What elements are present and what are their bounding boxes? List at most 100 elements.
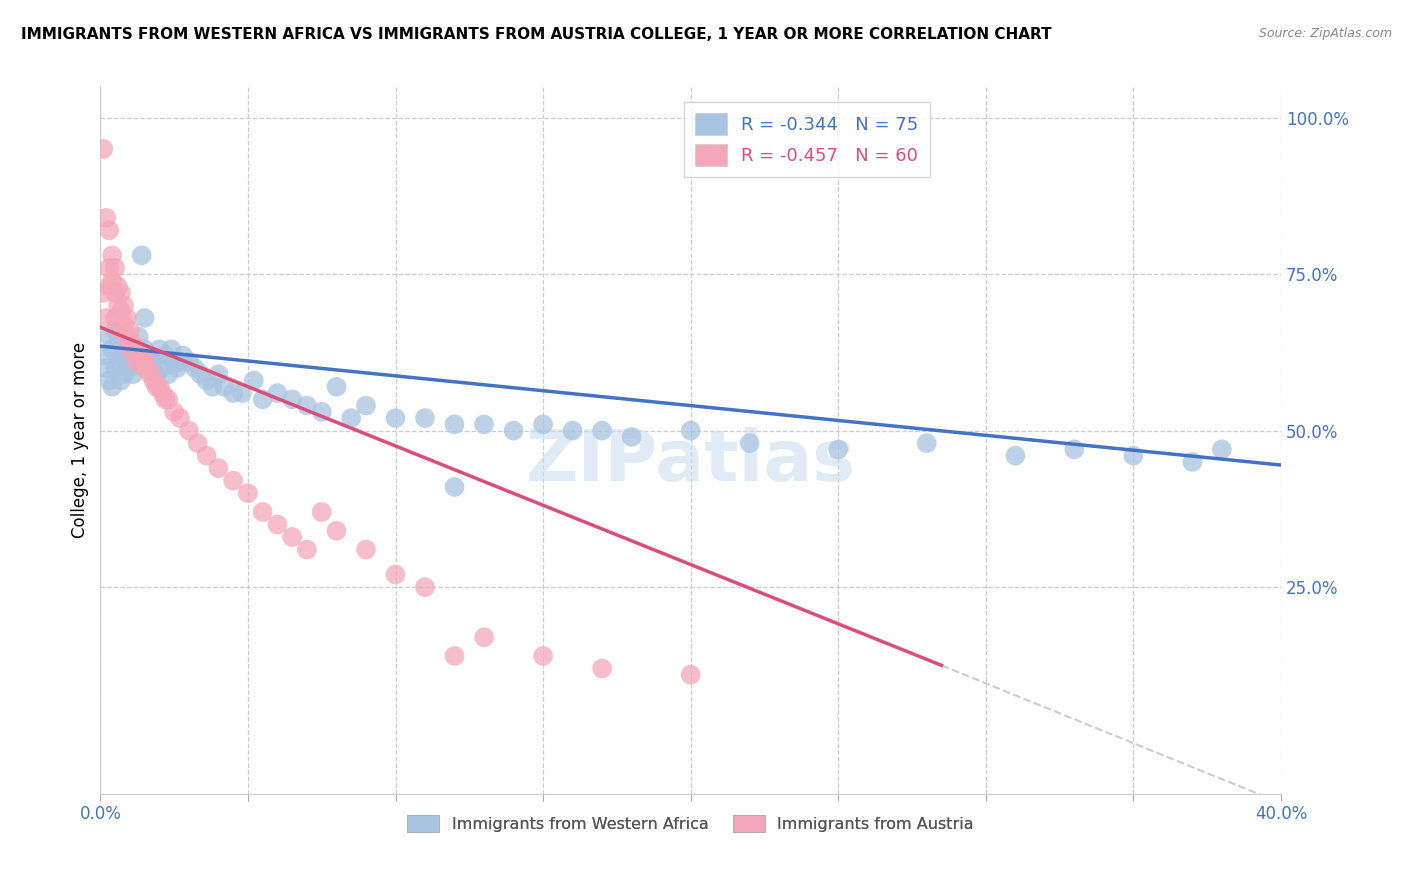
Point bbox=[131, 248, 153, 262]
Point bbox=[295, 542, 318, 557]
Point bbox=[236, 486, 259, 500]
Point bbox=[413, 580, 436, 594]
Point bbox=[134, 349, 156, 363]
Point bbox=[325, 380, 347, 394]
Point bbox=[112, 368, 135, 382]
Point bbox=[115, 330, 138, 344]
Point bbox=[207, 368, 229, 382]
Point bbox=[98, 223, 121, 237]
Point bbox=[98, 279, 121, 293]
Point bbox=[738, 436, 761, 450]
Point bbox=[172, 349, 194, 363]
Point bbox=[110, 304, 132, 318]
Point bbox=[142, 355, 165, 369]
Point bbox=[104, 285, 127, 300]
Point bbox=[163, 405, 186, 419]
Y-axis label: College, 1 year or more: College, 1 year or more bbox=[72, 342, 89, 538]
Point bbox=[112, 343, 135, 357]
Point bbox=[207, 461, 229, 475]
Point bbox=[214, 380, 236, 394]
Point bbox=[591, 424, 613, 438]
Point bbox=[101, 248, 124, 262]
Point bbox=[620, 430, 643, 444]
Point bbox=[163, 355, 186, 369]
Point bbox=[96, 361, 118, 376]
Point bbox=[679, 424, 702, 438]
Point bbox=[354, 399, 377, 413]
Point bbox=[148, 343, 170, 357]
Point bbox=[98, 374, 121, 388]
Point bbox=[177, 424, 200, 438]
Point bbox=[145, 380, 167, 394]
Point bbox=[354, 542, 377, 557]
Point bbox=[91, 285, 114, 300]
Point bbox=[112, 298, 135, 312]
Point bbox=[139, 368, 162, 382]
Point bbox=[1122, 449, 1144, 463]
Point bbox=[110, 349, 132, 363]
Point bbox=[531, 648, 554, 663]
Point bbox=[104, 260, 127, 275]
Point bbox=[384, 567, 406, 582]
Point bbox=[107, 279, 129, 293]
Point bbox=[101, 343, 124, 357]
Point bbox=[128, 330, 150, 344]
Point bbox=[311, 405, 333, 419]
Point bbox=[121, 368, 143, 382]
Point bbox=[134, 310, 156, 325]
Point bbox=[101, 380, 124, 394]
Point bbox=[131, 355, 153, 369]
Point bbox=[96, 310, 118, 325]
Point bbox=[281, 392, 304, 407]
Point bbox=[340, 411, 363, 425]
Point bbox=[118, 323, 141, 337]
Point bbox=[107, 355, 129, 369]
Point bbox=[125, 343, 148, 357]
Text: Source: ZipAtlas.com: Source: ZipAtlas.com bbox=[1258, 27, 1392, 40]
Point bbox=[472, 417, 495, 432]
Legend: Immigrants from Western Africa, Immigrants from Austria: Immigrants from Western Africa, Immigran… bbox=[401, 808, 980, 838]
Point bbox=[98, 330, 121, 344]
Point bbox=[118, 361, 141, 376]
Point bbox=[107, 298, 129, 312]
Point bbox=[413, 411, 436, 425]
Point bbox=[145, 368, 167, 382]
Point bbox=[157, 392, 180, 407]
Point bbox=[1211, 442, 1233, 457]
Point bbox=[252, 505, 274, 519]
Text: ZIPatlas: ZIPatlas bbox=[526, 426, 856, 496]
Point bbox=[281, 530, 304, 544]
Point bbox=[243, 374, 266, 388]
Point bbox=[1004, 449, 1026, 463]
Point bbox=[266, 517, 288, 532]
Point bbox=[110, 285, 132, 300]
Point bbox=[125, 343, 148, 357]
Point bbox=[155, 392, 177, 407]
Point bbox=[150, 361, 173, 376]
Point bbox=[502, 424, 524, 438]
Point bbox=[827, 442, 849, 457]
Point bbox=[107, 336, 129, 351]
Point bbox=[160, 343, 183, 357]
Point bbox=[591, 661, 613, 675]
Point bbox=[222, 474, 245, 488]
Point bbox=[195, 374, 218, 388]
Point bbox=[91, 349, 114, 363]
Point bbox=[91, 142, 114, 156]
Point bbox=[104, 323, 127, 337]
Point bbox=[148, 380, 170, 394]
Point bbox=[915, 436, 938, 450]
Point bbox=[187, 436, 209, 450]
Point bbox=[201, 380, 224, 394]
Point bbox=[169, 411, 191, 425]
Point bbox=[104, 361, 127, 376]
Point bbox=[112, 317, 135, 331]
Point bbox=[443, 417, 465, 432]
Point bbox=[195, 449, 218, 463]
Point bbox=[118, 343, 141, 357]
Point bbox=[169, 355, 191, 369]
Point bbox=[184, 361, 207, 376]
Point bbox=[311, 505, 333, 519]
Point bbox=[115, 355, 138, 369]
Point bbox=[128, 349, 150, 363]
